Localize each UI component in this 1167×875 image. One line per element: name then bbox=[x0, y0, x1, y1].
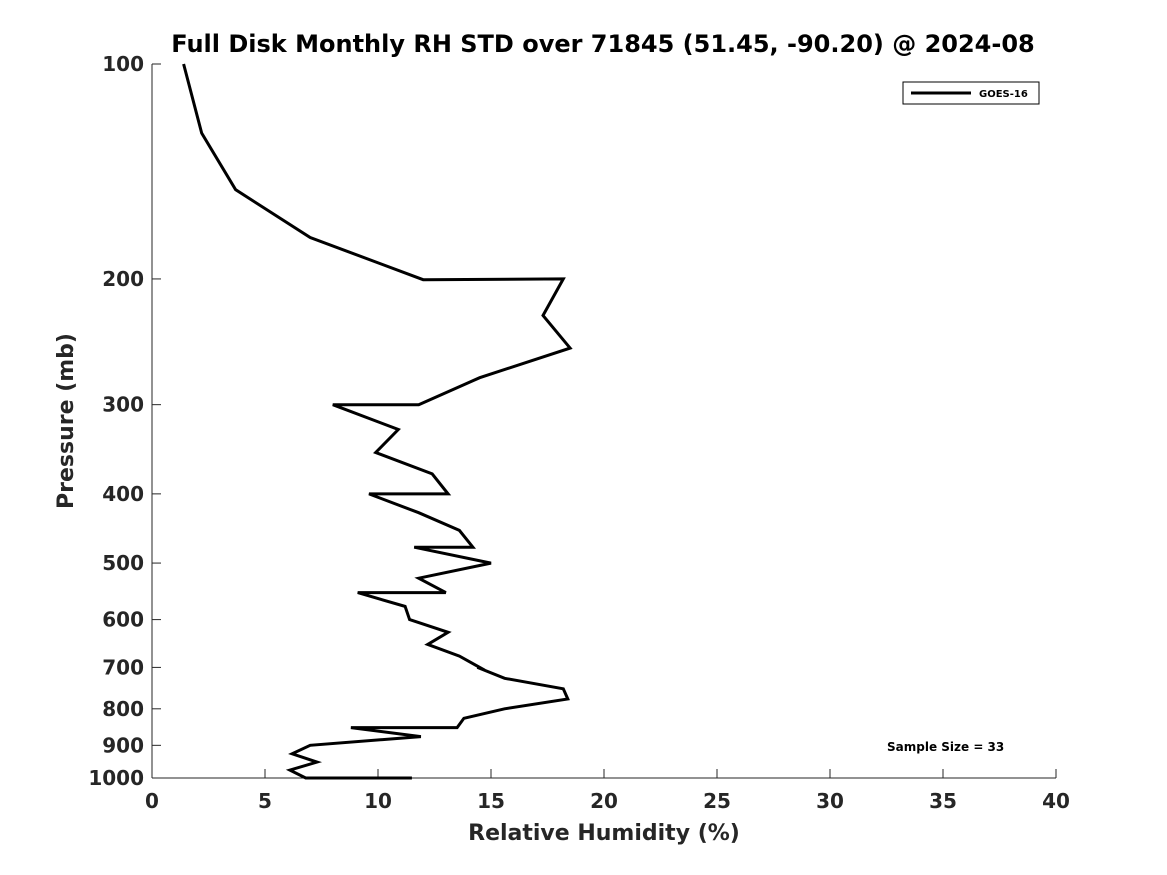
series-group bbox=[182, 63, 573, 780]
x-axis-label: Relative Humidity (%) bbox=[468, 821, 740, 846]
x-tick-label: 25 bbox=[703, 789, 731, 813]
x-tick-label: 35 bbox=[929, 789, 957, 813]
y-tick-label: 500 bbox=[102, 551, 144, 575]
series-line-goes-16 bbox=[182, 63, 573, 780]
x-tick-label: 40 bbox=[1042, 789, 1070, 813]
y-tick-label: 200 bbox=[102, 267, 144, 291]
y-tick-label: 700 bbox=[102, 655, 144, 679]
x-tick-label: 5 bbox=[258, 789, 272, 813]
sample-size-annotation: Sample Size = 33 bbox=[887, 740, 1004, 754]
y-tick-label: 800 bbox=[102, 697, 144, 721]
y-tick-label: 1000 bbox=[88, 766, 144, 790]
y-axis-label: Pressure (mb) bbox=[54, 333, 79, 509]
y-tick-label: 400 bbox=[102, 482, 144, 506]
legend-entry: GOES-16 bbox=[979, 89, 1028, 100]
y-tick-label: 300 bbox=[102, 393, 144, 417]
y-tick-label: 100 bbox=[102, 52, 144, 76]
plot-area bbox=[152, 64, 1056, 778]
x-tick-label: 30 bbox=[816, 789, 844, 813]
x-tick-label: 0 bbox=[145, 789, 159, 813]
legend: GOES-16 bbox=[902, 81, 1040, 105]
axes: 0 5 10 15 20 25 30 35 40 100 200 300 400 500 600 700 800… bbox=[88, 52, 1070, 813]
x-tick-label: 15 bbox=[477, 789, 505, 813]
y-tick-label: 600 bbox=[102, 608, 144, 632]
chart-title: Full Disk Monthly RH STD over 71845 (51.… bbox=[171, 30, 1034, 58]
y-tick-label: 900 bbox=[102, 733, 144, 757]
x-tick-label: 20 bbox=[590, 789, 618, 813]
x-tick-label: 10 bbox=[364, 789, 392, 813]
